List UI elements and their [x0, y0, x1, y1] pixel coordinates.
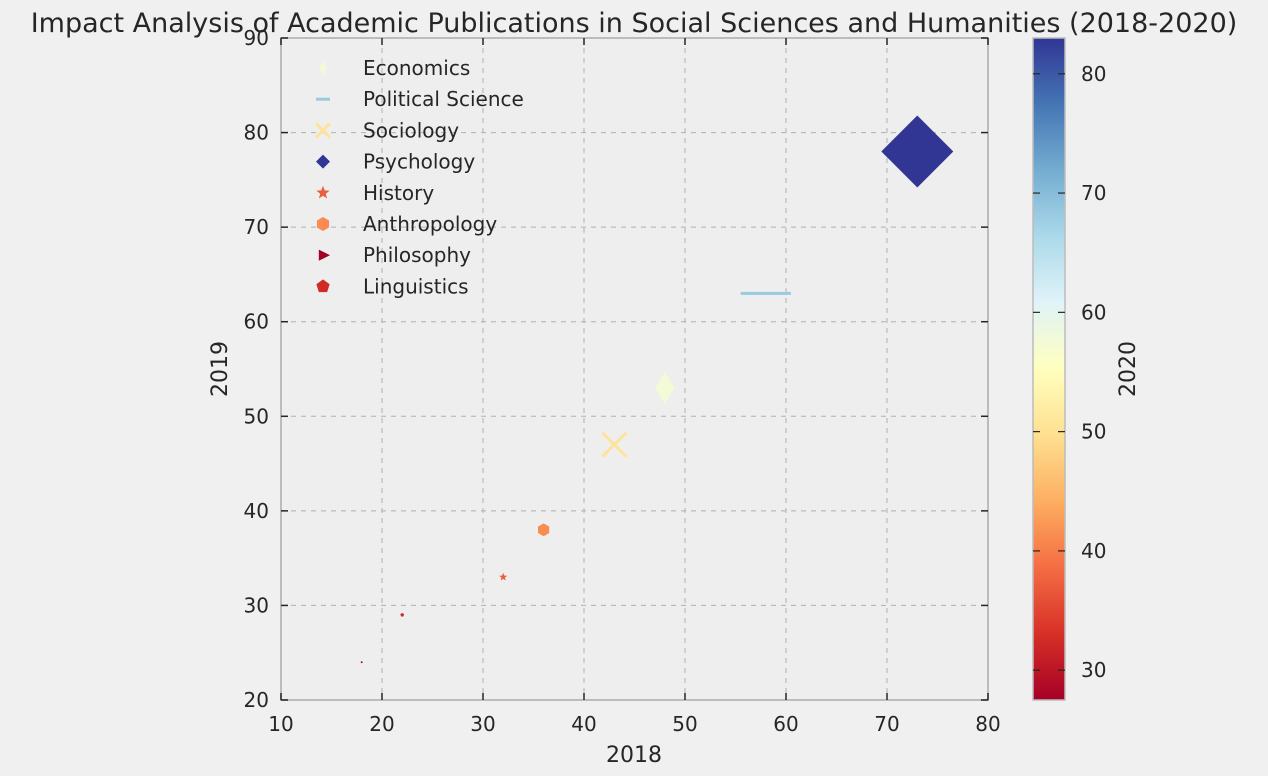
colorbar	[1032, 37, 1066, 701]
legend-marker-economics	[318, 61, 328, 75]
legend-entry-economics: Economics	[318, 56, 470, 80]
x-axis-ticks: 10 20 30 40 50 60 70 80	[268, 38, 1001, 736]
colorbar-tick-label: 80	[1081, 62, 1106, 86]
y-tick-label: 70	[244, 215, 269, 239]
legend-marker-history	[316, 185, 330, 199]
data-points	[360, 115, 954, 664]
y-tick-label: 60	[244, 310, 269, 334]
y-tick-label: 40	[244, 499, 269, 523]
legend-label-linguistics: Linguistics	[363, 274, 469, 298]
x-tick-label: 20	[369, 712, 394, 736]
point-psychology	[881, 115, 954, 188]
legend-label-history: History	[363, 181, 434, 205]
y-tick-label: 30	[244, 593, 269, 617]
legend-label-political-science: Political Science	[363, 87, 524, 111]
legend-marker-sociology	[314, 122, 332, 139]
legend-entry-psychology: Psychology	[316, 150, 475, 174]
y-axis-label: 2019	[208, 341, 233, 397]
legend-marker-anthropology	[316, 217, 330, 231]
legend-entry-political-science: Political Science	[316, 87, 524, 111]
x-tick-label: 80	[975, 712, 1000, 736]
point-linguistics	[400, 612, 405, 617]
y-tick-label: 90	[244, 26, 269, 50]
point-anthropology	[538, 523, 550, 537]
legend-label-anthropology: Anthropology	[363, 212, 497, 236]
colorbar-tick-label: 50	[1081, 420, 1106, 444]
x-tick-label: 60	[773, 712, 798, 736]
x-tick-label: 50	[672, 712, 697, 736]
plot-area	[280, 37, 989, 701]
colorbar-tick-label: 30	[1081, 658, 1106, 682]
x-tick-label: 10	[268, 712, 293, 736]
legend-marker-philosophy	[318, 249, 330, 261]
legend-entry-history: History	[316, 181, 434, 205]
colorbar-tick-label: 60	[1081, 300, 1106, 324]
chart-title: Impact Analysis of Academic Publications…	[31, 8, 1238, 39]
y-tick-label: 50	[244, 404, 269, 428]
grid	[281, 38, 988, 700]
legend-label-economics: Economics	[363, 56, 470, 80]
legend-marker-psychology	[316, 154, 330, 169]
legend-entry-philosophy: Philosophy	[318, 243, 471, 267]
legend-entry-anthropology: Anthropology	[316, 212, 497, 236]
y-tick-label: 20	[244, 688, 269, 712]
x-tick-label: 70	[874, 712, 899, 736]
y-tick-label: 80	[244, 121, 269, 145]
legend-entry-linguistics: Linguistics	[316, 274, 469, 298]
point-sociology	[601, 431, 628, 458]
legend-label-psychology: Psychology	[363, 150, 475, 174]
colorbar-ticks: 30 40 50 60 70 80	[1033, 62, 1106, 682]
x-tick-label: 40	[571, 712, 596, 736]
colorbar-tick-label: 70	[1081, 181, 1106, 205]
point-philosophy	[360, 660, 364, 664]
point-history	[499, 572, 508, 581]
y-axis-ticks: 20 30 40 50 60 70 80 90	[244, 26, 988, 712]
colorbar-label: 2020	[1116, 341, 1141, 397]
x-tick-label: 30	[470, 712, 495, 736]
legend-label-philosophy: Philosophy	[363, 243, 471, 267]
legend-entry-sociology: Sociology	[314, 118, 459, 142]
legend-marker-linguistics	[316, 279, 330, 293]
colorbar-tick-label: 40	[1081, 539, 1106, 563]
point-economics	[655, 371, 675, 404]
legend-label-sociology: Sociology	[363, 118, 459, 142]
x-axis-label: 2018	[606, 743, 662, 768]
legend: Economics Political Science Sociology Psych…	[314, 56, 524, 298]
